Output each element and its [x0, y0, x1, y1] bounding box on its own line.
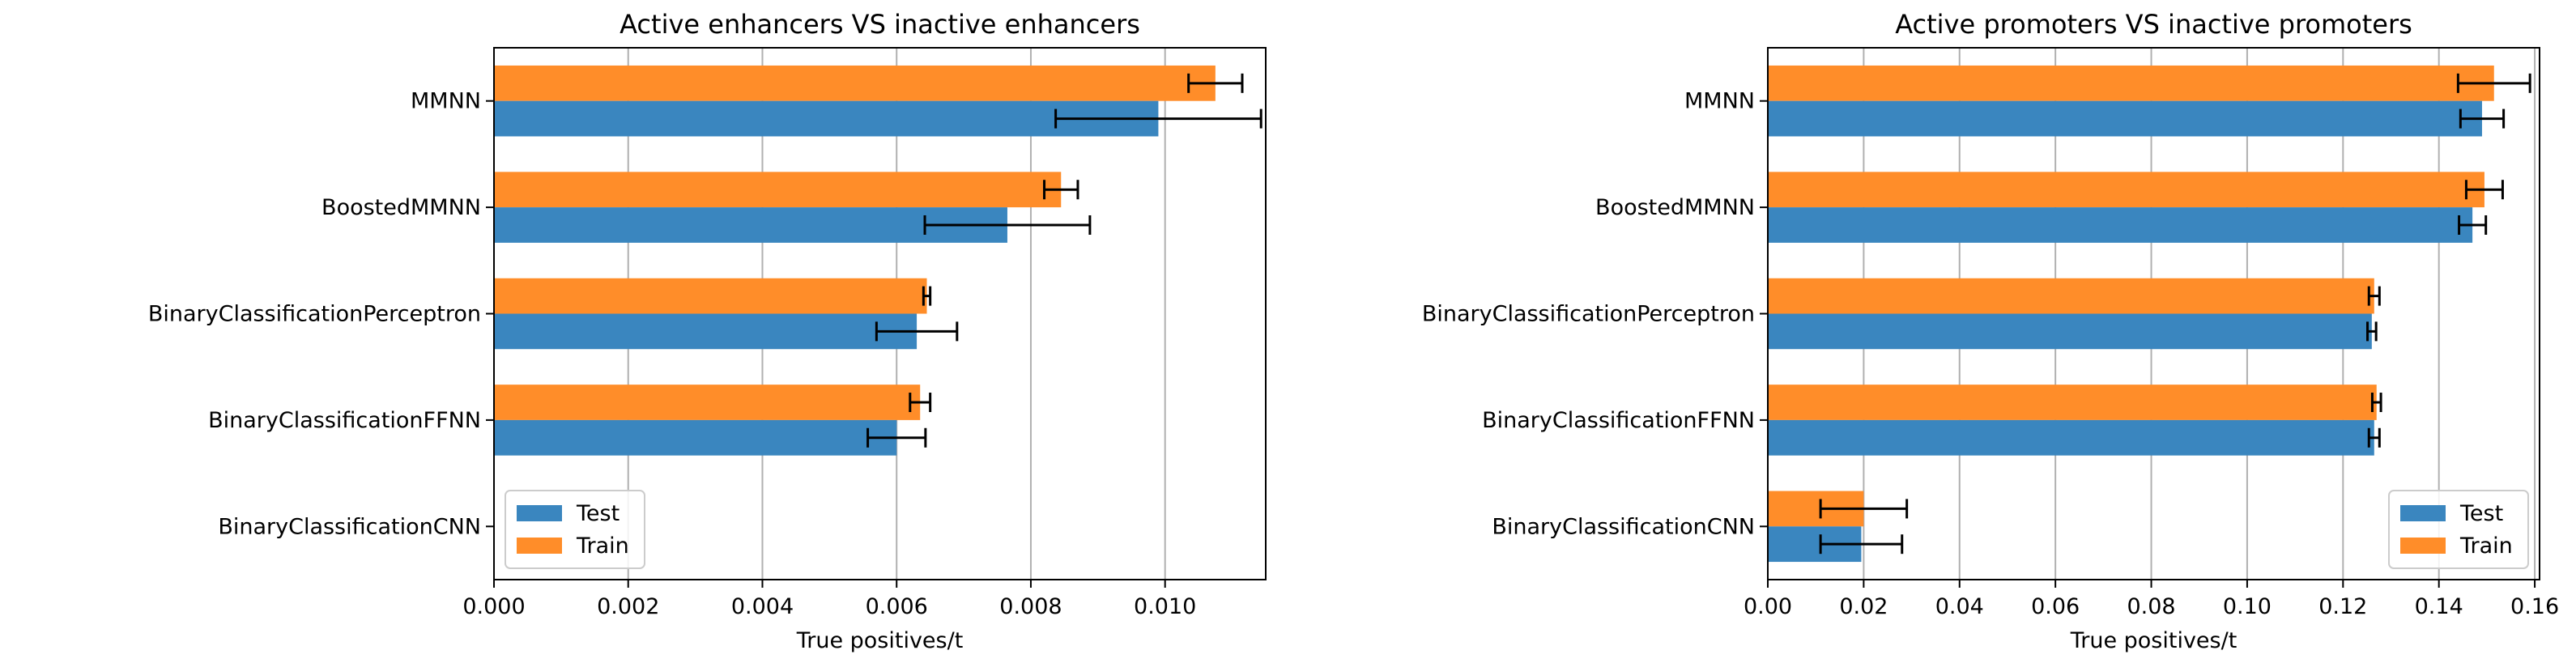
- chart-title: Active enhancers VS inactive enhancers: [620, 9, 1140, 40]
- x-axis-label: True positives/t: [2070, 628, 2238, 653]
- y-tick-label: BinaryClassificationFFNN: [1482, 408, 1755, 433]
- error-bar: [923, 215, 1092, 235]
- bar-train-binaryclassificationperceptron: [1768, 278, 2374, 314]
- x-tick-label: 0.06: [2031, 594, 2080, 619]
- bar-test-binaryclassificationperceptron: [1768, 313, 2372, 350]
- x-tick-label: 0.002: [597, 594, 659, 619]
- chart-panel-2: MMNN BoostedMMNN BinaryClassificationPerce…: [1422, 9, 2559, 653]
- error-bar: [2458, 215, 2488, 235]
- error-bar: [1187, 73, 1244, 93]
- bar-train-binaryclassificationffnn: [1768, 385, 2377, 420]
- bar-train-boostedmmnn: [494, 172, 1062, 208]
- x-tick-label: 0.006: [866, 594, 928, 619]
- error-bar: [2456, 73, 2531, 93]
- y-tick-label: BoostedMMNN: [321, 195, 481, 220]
- x-tick-label: 0.010: [1134, 594, 1196, 619]
- bar-test-mmnn: [494, 100, 1159, 137]
- x-tick-label: 0.008: [999, 594, 1062, 619]
- x-tick-label: 0.04: [1935, 594, 1984, 619]
- legend-label: Test: [576, 501, 620, 526]
- x-tick-label: 0.004: [731, 594, 794, 619]
- error-bar: [909, 393, 932, 413]
- axes-frame: [493, 47, 1267, 580]
- y-tick-label: BinaryClassificationPerceptron: [148, 302, 481, 327]
- x-tick-label: 0.16: [2510, 594, 2559, 619]
- y-tick-label: MMNN: [411, 89, 481, 114]
- error-bar: [2459, 108, 2506, 129]
- legend-label: Test: [2459, 501, 2503, 526]
- y-tick-label: BoostedMMNN: [1595, 195, 1755, 220]
- x-tick-label: 0.000: [462, 594, 525, 619]
- y-tick-label: BinaryClassificationFFNN: [208, 408, 481, 433]
- legend: Test Train: [505, 490, 645, 569]
- error-bar: [2365, 321, 2378, 342]
- error-bar: [2464, 180, 2504, 200]
- bar-train-boostedmmnn: [1768, 172, 2484, 208]
- x-tick-label: 0.02: [1839, 594, 1888, 619]
- error-bar: [875, 321, 959, 342]
- error-bar: [866, 427, 927, 448]
- bar-train-mmnn: [494, 65, 1216, 101]
- error-bar: [2370, 393, 2382, 413]
- y-tick-label: BinaryClassificationCNN: [218, 514, 481, 539]
- axes-frame: [1767, 47, 2540, 580]
- bar-train-binaryclassificationperceptron: [494, 278, 927, 314]
- x-tick-label: 0.08: [2127, 594, 2175, 619]
- error-bar: [1054, 108, 1262, 129]
- error-bar: [1043, 180, 1079, 200]
- x-axis-label: True positives/t: [796, 628, 964, 653]
- error-bar: [1819, 534, 1904, 555]
- error-bar: [922, 286, 932, 306]
- legend-label: Train: [576, 533, 629, 559]
- legend: Test Train: [2388, 490, 2529, 569]
- x-tick-label: 0.14: [2415, 594, 2463, 619]
- bar-test-binaryclassificationffnn: [1768, 419, 2374, 456]
- error-bar: [2367, 286, 2381, 306]
- legend-swatch-train: [2400, 538, 2446, 554]
- bar-test-binaryclassificationffnn: [494, 419, 897, 456]
- bar-test-boostedmmnn: [1768, 207, 2473, 243]
- legend-swatch-test: [2400, 505, 2446, 521]
- bar-train-mmnn: [1768, 65, 2494, 101]
- chart-panel-1: MMNN BoostedMMNN BinaryClassificationPerce…: [148, 9, 1267, 653]
- y-tick-label: MMNN: [1684, 89, 1755, 114]
- y-tick-label: BinaryClassificationCNN: [1492, 514, 1755, 539]
- error-bar: [2367, 427, 2381, 448]
- x-tick-label: 0.12: [2318, 594, 2367, 619]
- bar-test-boostedmmnn: [494, 207, 1007, 243]
- x-tick-label: 0.00: [1744, 594, 1792, 619]
- bar-test-mmnn: [1768, 100, 2482, 137]
- chart-title: Active promoters VS inactive promoters: [1895, 9, 2412, 40]
- legend-swatch-train: [517, 538, 562, 554]
- y-tick-label: BinaryClassificationPerceptron: [1422, 302, 1755, 327]
- legend-label: Train: [2459, 533, 2513, 559]
- error-bar: [1819, 499, 1909, 519]
- bar-test-binaryclassificationperceptron: [494, 313, 918, 350]
- bar-train-binaryclassificationffnn: [494, 385, 921, 420]
- legend-swatch-test: [517, 505, 562, 521]
- x-tick-label: 0.10: [2223, 594, 2272, 619]
